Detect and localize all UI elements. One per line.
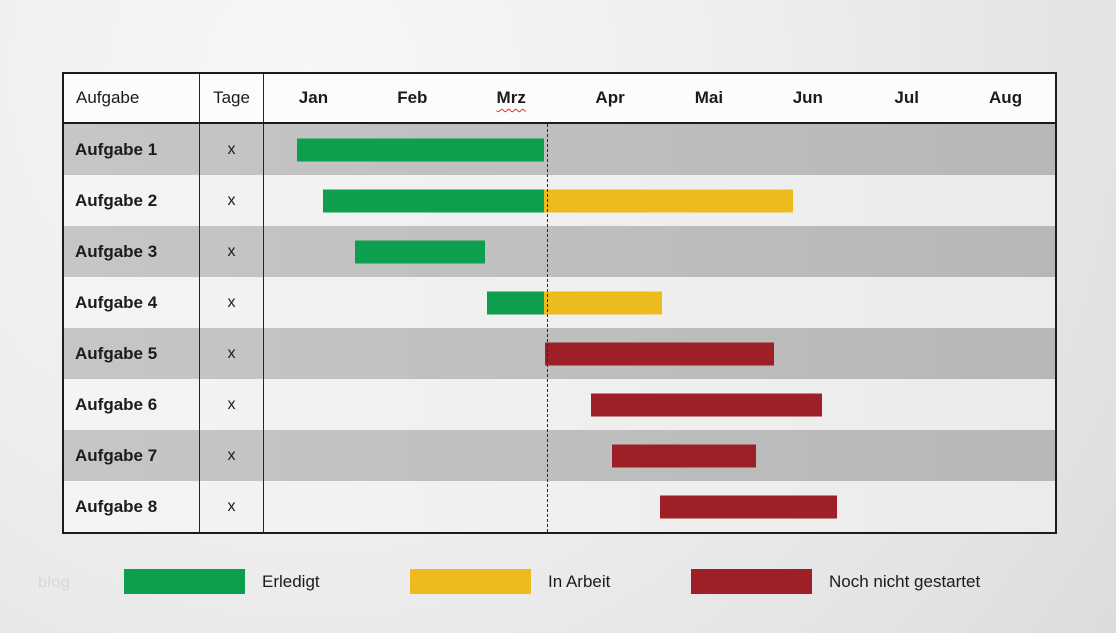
legend-item-not_started: Noch nicht gestartet xyxy=(691,569,980,594)
task-timeline-cell xyxy=(264,226,1055,277)
month-label-aug: Aug xyxy=(956,74,1055,122)
task-days-value: x xyxy=(200,379,264,430)
legend-label: In Arbeit xyxy=(548,571,611,591)
legend-label: Erledigt xyxy=(262,571,320,591)
task-days-value: x xyxy=(200,430,264,481)
column-header-task: Aufgabe xyxy=(64,74,200,122)
month-label-mrz: Mrz xyxy=(462,74,561,122)
month-header-row: Jan Feb Mrz Apr Mai Jun Jul Aug xyxy=(264,74,1055,122)
month-label-text: Jul xyxy=(894,88,919,107)
gantt-bar-not_started xyxy=(612,444,757,467)
month-label-jun: Jun xyxy=(758,74,857,122)
gantt-bar-not_started xyxy=(591,393,822,416)
task-days-value: x xyxy=(200,328,264,379)
gantt-table: Aufgabe Tage Jan Feb Mrz Apr Mai Jun Jul Aug Au… xyxy=(62,72,1057,534)
month-label-text: Feb xyxy=(397,88,428,107)
today-dashed-line xyxy=(547,124,549,532)
month-label-text: Aug xyxy=(989,88,1023,107)
task-label: Aufgabe 8 xyxy=(64,481,200,532)
legend-item-done: Erledigt xyxy=(124,569,320,594)
month-label-mai: Mai xyxy=(660,74,759,122)
task-label: Aufgabe 5 xyxy=(64,328,200,379)
task-timeline-cell xyxy=(264,481,1055,532)
gantt-bar-done xyxy=(323,189,544,212)
task-days-value: x xyxy=(200,481,264,532)
task-days-value: x xyxy=(200,175,264,226)
watermark-text: blog xyxy=(38,574,71,591)
column-header-days: Tage xyxy=(200,74,264,122)
legend-swatch-not_started xyxy=(691,569,812,594)
task-label: Aufgabe 6 xyxy=(64,379,200,430)
gantt-bar-not_started xyxy=(544,342,775,365)
month-label-feb: Feb xyxy=(363,74,462,122)
legend-label: Noch nicht gestartet xyxy=(829,571,981,591)
gantt-bar-in_progress xyxy=(543,189,793,212)
task-timeline-cell xyxy=(264,379,1055,430)
month-label-text: Mai xyxy=(694,88,724,107)
month-label-text: Mrz xyxy=(496,88,526,107)
task-label: Aufgabe 2 xyxy=(64,175,200,226)
task-label: Aufgabe 4 xyxy=(64,277,200,328)
gantt-bar-not_started xyxy=(659,495,838,518)
task-label: Aufgabe 7 xyxy=(64,430,200,481)
task-timeline-cell xyxy=(264,277,1055,328)
task-days-value: x xyxy=(200,277,264,328)
legend-item-in_progress: In Arbeit xyxy=(410,569,610,594)
gantt-bar-done xyxy=(296,138,544,161)
legend: Erledigt In Arbeit Noch nicht gestartet xyxy=(0,569,1116,594)
task-label: Aufgabe 3 xyxy=(64,226,200,277)
table-header-row: Aufgabe Tage Jan Feb Mrz Apr Mai Jun Jul Aug xyxy=(64,74,1055,124)
month-label-jan: Jan xyxy=(264,74,363,122)
month-label-jul: Jul xyxy=(857,74,956,122)
task-days-value: x xyxy=(200,124,264,175)
gantt-bar-done xyxy=(354,240,486,263)
task-days-value: x xyxy=(200,226,264,277)
task-label: Aufgabe 1 xyxy=(64,124,200,175)
month-label-text: Jan xyxy=(298,88,329,107)
legend-swatch-in_progress xyxy=(410,569,531,594)
month-label-text: Apr xyxy=(595,88,625,107)
month-label-apr: Apr xyxy=(561,74,660,122)
task-timeline-cell xyxy=(264,328,1055,379)
month-label-text: Jun xyxy=(792,88,823,107)
legend-swatch-done xyxy=(124,569,245,594)
gantt-bar-in_progress xyxy=(543,291,663,314)
task-timeline-cell xyxy=(264,124,1055,175)
task-timeline-cell xyxy=(264,430,1055,481)
gantt-bar-done xyxy=(487,291,544,314)
task-timeline-cell xyxy=(264,175,1055,226)
